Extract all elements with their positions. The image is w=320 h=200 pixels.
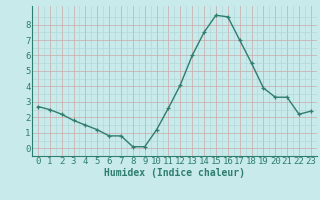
X-axis label: Humidex (Indice chaleur): Humidex (Indice chaleur) [104, 168, 245, 178]
